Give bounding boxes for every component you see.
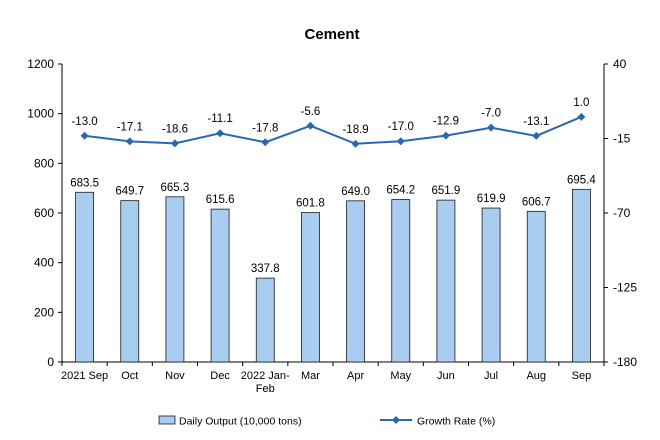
x-tick-label: Apr [347,370,364,382]
left-tick-label: 800 [34,156,54,170]
x-tick-label-line: Mar [301,370,320,382]
right-tick-label: -70 [613,206,631,220]
growth-point [261,138,270,147]
bar-value-label: 601.8 [296,198,325,210]
bar-value-label: 649.7 [115,186,144,198]
x-tick-label-line: Aug [526,370,546,382]
x-tick-label-line: Nov [165,370,185,382]
bar [165,196,185,363]
x-tick-label-line: 2021 Sep [61,370,108,382]
bar-value-label: 337.8 [251,263,280,275]
legend: Daily Output (10,000 tons) Growth Rate (%… [158,415,495,428]
left-tick-label: 400 [34,256,54,270]
bar [391,199,411,363]
growth-point [577,112,586,121]
growth-point [125,137,134,146]
bar [120,200,140,363]
legend-bar-label: Daily Output (10,000 tons) [179,416,302,428]
growth-point [532,131,541,140]
growth-point [170,139,179,148]
growth-value-label: -12.9 [433,116,459,128]
growth-point [396,137,405,146]
growth-point [216,129,225,138]
x-tick-label-line: 2022 Jan- [241,370,290,382]
bar-value-label: 654.2 [386,185,415,197]
x-tick-label: 2021 Sep [61,370,108,382]
growth-value-label: -17.1 [117,121,143,133]
bar [75,191,94,363]
growth-value-label: 1.0 [573,97,589,109]
growth-line [84,115,582,145]
growth-value-label: -13.0 [71,116,97,128]
bar-value-label: 665.3 [161,182,190,194]
growth-value-label: -5.6 [301,106,321,118]
legend-line-label: Growth Rate (%) [417,416,495,428]
bar [526,210,546,363]
left-tick-label: 600 [34,206,54,220]
bar [255,277,275,363]
right-tick-label: -125 [613,281,637,295]
x-tick-label: Nov [165,370,185,382]
bar-value-label: 606.7 [522,196,551,208]
x-tick-label: Sep [572,370,592,382]
x-tick-label: May [390,370,411,382]
bar [572,188,591,363]
growth-point [487,123,496,132]
x-tick-label-line: Feb [256,383,275,395]
x-tick-label: Oct [121,370,138,382]
right-tick-label: 40 [613,57,627,71]
legend-bar-swatch [158,415,176,425]
bar [346,200,365,363]
growth-point [80,131,89,140]
x-tick-label: Dec [210,370,230,382]
growth-value-label: -17.8 [252,122,278,134]
growth-value-label: -18.6 [162,123,188,135]
x-tick-label-line: May [390,370,411,382]
growth-point [351,139,360,148]
bar [301,212,320,363]
x-tick-label-line: Dec [210,370,230,382]
x-tick-label: Jun [437,370,455,382]
x-tick-label-line: Jun [437,370,455,382]
bar-value-label: 649.0 [341,186,370,198]
growth-value-label: -18.9 [342,124,368,136]
growth-value-label: -13.1 [523,116,549,128]
left-tick-label: 0 [47,355,54,369]
growth-point [441,131,450,140]
chart-title: Cement [304,26,359,43]
left-tick-label: 1000 [27,107,54,121]
bar [210,208,230,363]
bar-value-label: 695.4 [567,174,596,186]
x-tick-label: Mar [301,370,320,382]
x-tick-label: 2022 Jan-Feb [241,370,290,395]
legend-line-marker [392,416,400,424]
bar-value-label: 651.9 [432,185,461,197]
x-tick-label-line: Oct [121,370,138,382]
right-tick-label: -180 [613,355,637,369]
growth-value-label: -17.0 [388,121,414,133]
growth-value-label: -11.1 [207,113,232,125]
plot-area: 0 200 400 600 800 1000 1200 -180 -125 -70 -15 40 202… [27,57,637,395]
x-tick-label: Aug [526,370,546,382]
bar-value-label: 619.9 [477,193,506,205]
x-tick-label-line: Sep [572,370,592,382]
left-tick-label: 1200 [27,57,54,71]
bar [481,207,501,363]
bar-value-label: 683.5 [70,177,99,189]
bar-value-label: 615.6 [206,194,235,206]
x-tick-label-line: Apr [347,370,364,382]
left-tick-label: 200 [34,305,54,319]
x-tick-label-line: Jul [484,370,498,382]
growth-value-label: -7.0 [481,108,501,120]
right-tick-label: -15 [613,132,631,146]
x-tick-label: Jul [484,370,498,382]
growth-point [306,121,315,130]
bar [436,199,456,363]
